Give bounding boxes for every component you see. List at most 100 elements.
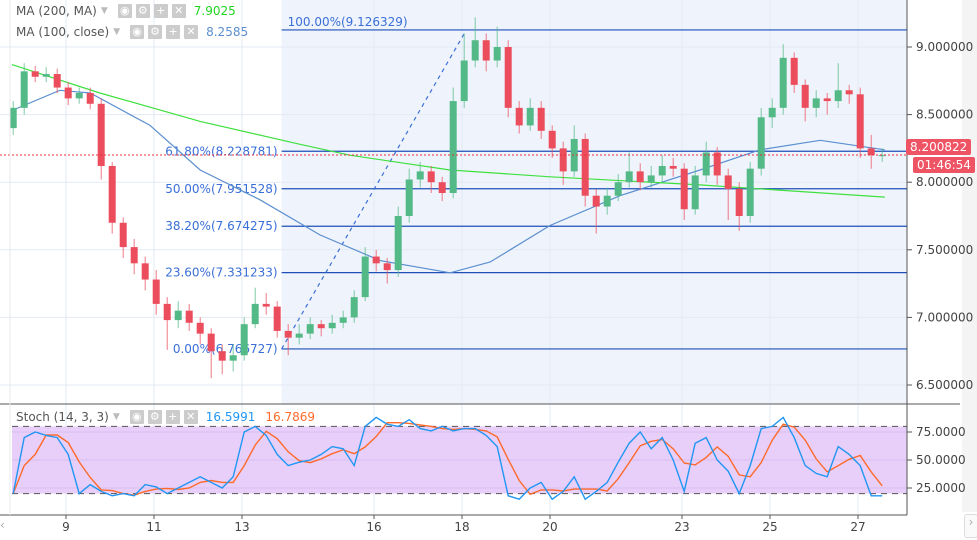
price-tick-label: 8.500000 — [916, 108, 973, 122]
candle-up — [526, 107, 534, 126]
candle-down — [141, 263, 149, 280]
candle-up — [493, 47, 501, 61]
candle-up — [350, 297, 358, 318]
candle-up — [746, 168, 754, 216]
fib-level-label: 38.20%(7.674275) — [165, 219, 277, 233]
candle-down — [790, 57, 798, 85]
candle-down — [372, 256, 380, 264]
time-axis-bg — [0, 515, 977, 540]
stoch-label: Stoch (14, 3, 3) — [16, 410, 109, 424]
candle-down — [504, 47, 512, 108]
candle-down — [207, 333, 215, 352]
price-tick-label: 7.000000 — [916, 310, 973, 324]
candle-up — [768, 107, 776, 118]
candle-down — [427, 171, 435, 183]
scroll-left-icon[interactable]: ‹ — [0, 518, 5, 532]
price-tick-label: 9.000000 — [916, 40, 973, 54]
current-price-tag: 8.200822 — [906, 139, 972, 155]
gear-icon[interactable]: ⚙ — [147, 410, 162, 424]
eye-icon[interactable]: ◉ — [117, 4, 132, 18]
fib-level-label: 23.60%(7.331233) — [165, 266, 277, 280]
candle-up — [449, 101, 457, 194]
candle-down — [537, 107, 545, 131]
candle-up — [42, 74, 50, 77]
candle-down — [713, 152, 721, 176]
plus-icon[interactable]: + — [165, 410, 180, 424]
candle-up — [75, 92, 83, 99]
candle-up — [394, 216, 402, 271]
candle-up — [878, 155, 886, 157]
candle-down — [735, 188, 743, 216]
fib-level-label: 100.00%(9.126329) — [288, 15, 408, 29]
gear-icon[interactable]: ⚙ — [148, 25, 163, 39]
candle-down — [636, 171, 644, 183]
candle-down — [86, 92, 94, 104]
fib-level-label: 0.00%(6.766727) — [173, 342, 278, 356]
candle-down — [64, 87, 72, 99]
candle-down — [273, 306, 281, 331]
stoch-d-value: 16.7869 — [265, 410, 316, 424]
ma100-label: MA (100, close) — [16, 25, 110, 39]
ma200-value: 7.9025 — [193, 4, 236, 18]
time-tick-label: 16 — [366, 520, 381, 534]
candle-down — [108, 165, 116, 223]
price-tick-label: 7.500000 — [916, 243, 973, 257]
candle-up — [570, 138, 578, 172]
candle-up — [625, 171, 633, 183]
time-tick-label: 27 — [850, 520, 865, 534]
time-tick-label: 20 — [542, 520, 557, 534]
candle-down — [680, 168, 688, 210]
plus-icon[interactable]: + — [153, 4, 168, 18]
time-tick-label: 13 — [234, 520, 249, 534]
price-tick-label: 8.000000 — [916, 175, 973, 189]
plus-icon[interactable]: + — [166, 25, 181, 39]
candle-up — [295, 333, 303, 338]
candle-down — [592, 195, 600, 207]
candle-up — [471, 40, 479, 61]
candle-up — [174, 310, 182, 321]
stoch-tick-label: 25.0000 — [916, 481, 966, 495]
candle-up — [603, 195, 611, 207]
time-tick-label: 9 — [62, 520, 70, 534]
eye-icon[interactable]: ◉ — [130, 25, 145, 39]
chevron-down-icon[interactable]: ▼ — [113, 27, 121, 37]
candle-up — [328, 322, 336, 329]
candle-down — [867, 148, 875, 156]
candle-down — [185, 310, 193, 323]
candle-down — [97, 103, 105, 166]
ma200-label: MA (200, MA) — [16, 4, 97, 18]
stoch-k-line — [12, 416, 883, 501]
candle-up — [240, 324, 248, 356]
gear-icon[interactable]: ⚙ — [135, 4, 150, 18]
eye-icon[interactable]: ◉ — [129, 410, 144, 424]
candle-up — [306, 324, 314, 334]
candle-down — [724, 175, 732, 189]
close-icon[interactable]: ✕ — [171, 4, 186, 18]
chevron-down-icon[interactable]: ▼ — [112, 412, 120, 422]
close-icon[interactable]: ✕ — [183, 410, 198, 424]
scroll-right-icon[interactable]: › — [964, 514, 977, 538]
candle-down — [801, 84, 809, 108]
candle-up — [812, 98, 820, 108]
ma100-legend: MA (100, close) ▼ ◉ ⚙ + ✕ 8.2585 — [16, 25, 248, 39]
candle-down — [823, 98, 831, 102]
candle-down — [515, 107, 523, 126]
candle-down — [669, 165, 677, 169]
fib-trend-line — [281, 29, 467, 350]
countdown-tag: 01:46:54 — [913, 157, 975, 173]
candle-down — [119, 222, 127, 248]
stoch-k-value: 16.5991 — [205, 410, 256, 424]
candle-down — [559, 148, 567, 172]
candle-up — [229, 355, 237, 361]
candle-up — [779, 57, 787, 108]
candle-up — [251, 303, 259, 325]
candle-up — [9, 107, 17, 129]
candle-down — [53, 74, 61, 88]
candle-down — [438, 182, 446, 194]
chevron-down-icon[interactable]: ▼ — [100, 6, 108, 16]
candle-down — [196, 322, 204, 334]
candle-down — [31, 71, 39, 77]
close-icon[interactable]: ✕ — [184, 25, 199, 39]
candle-up — [658, 165, 666, 176]
